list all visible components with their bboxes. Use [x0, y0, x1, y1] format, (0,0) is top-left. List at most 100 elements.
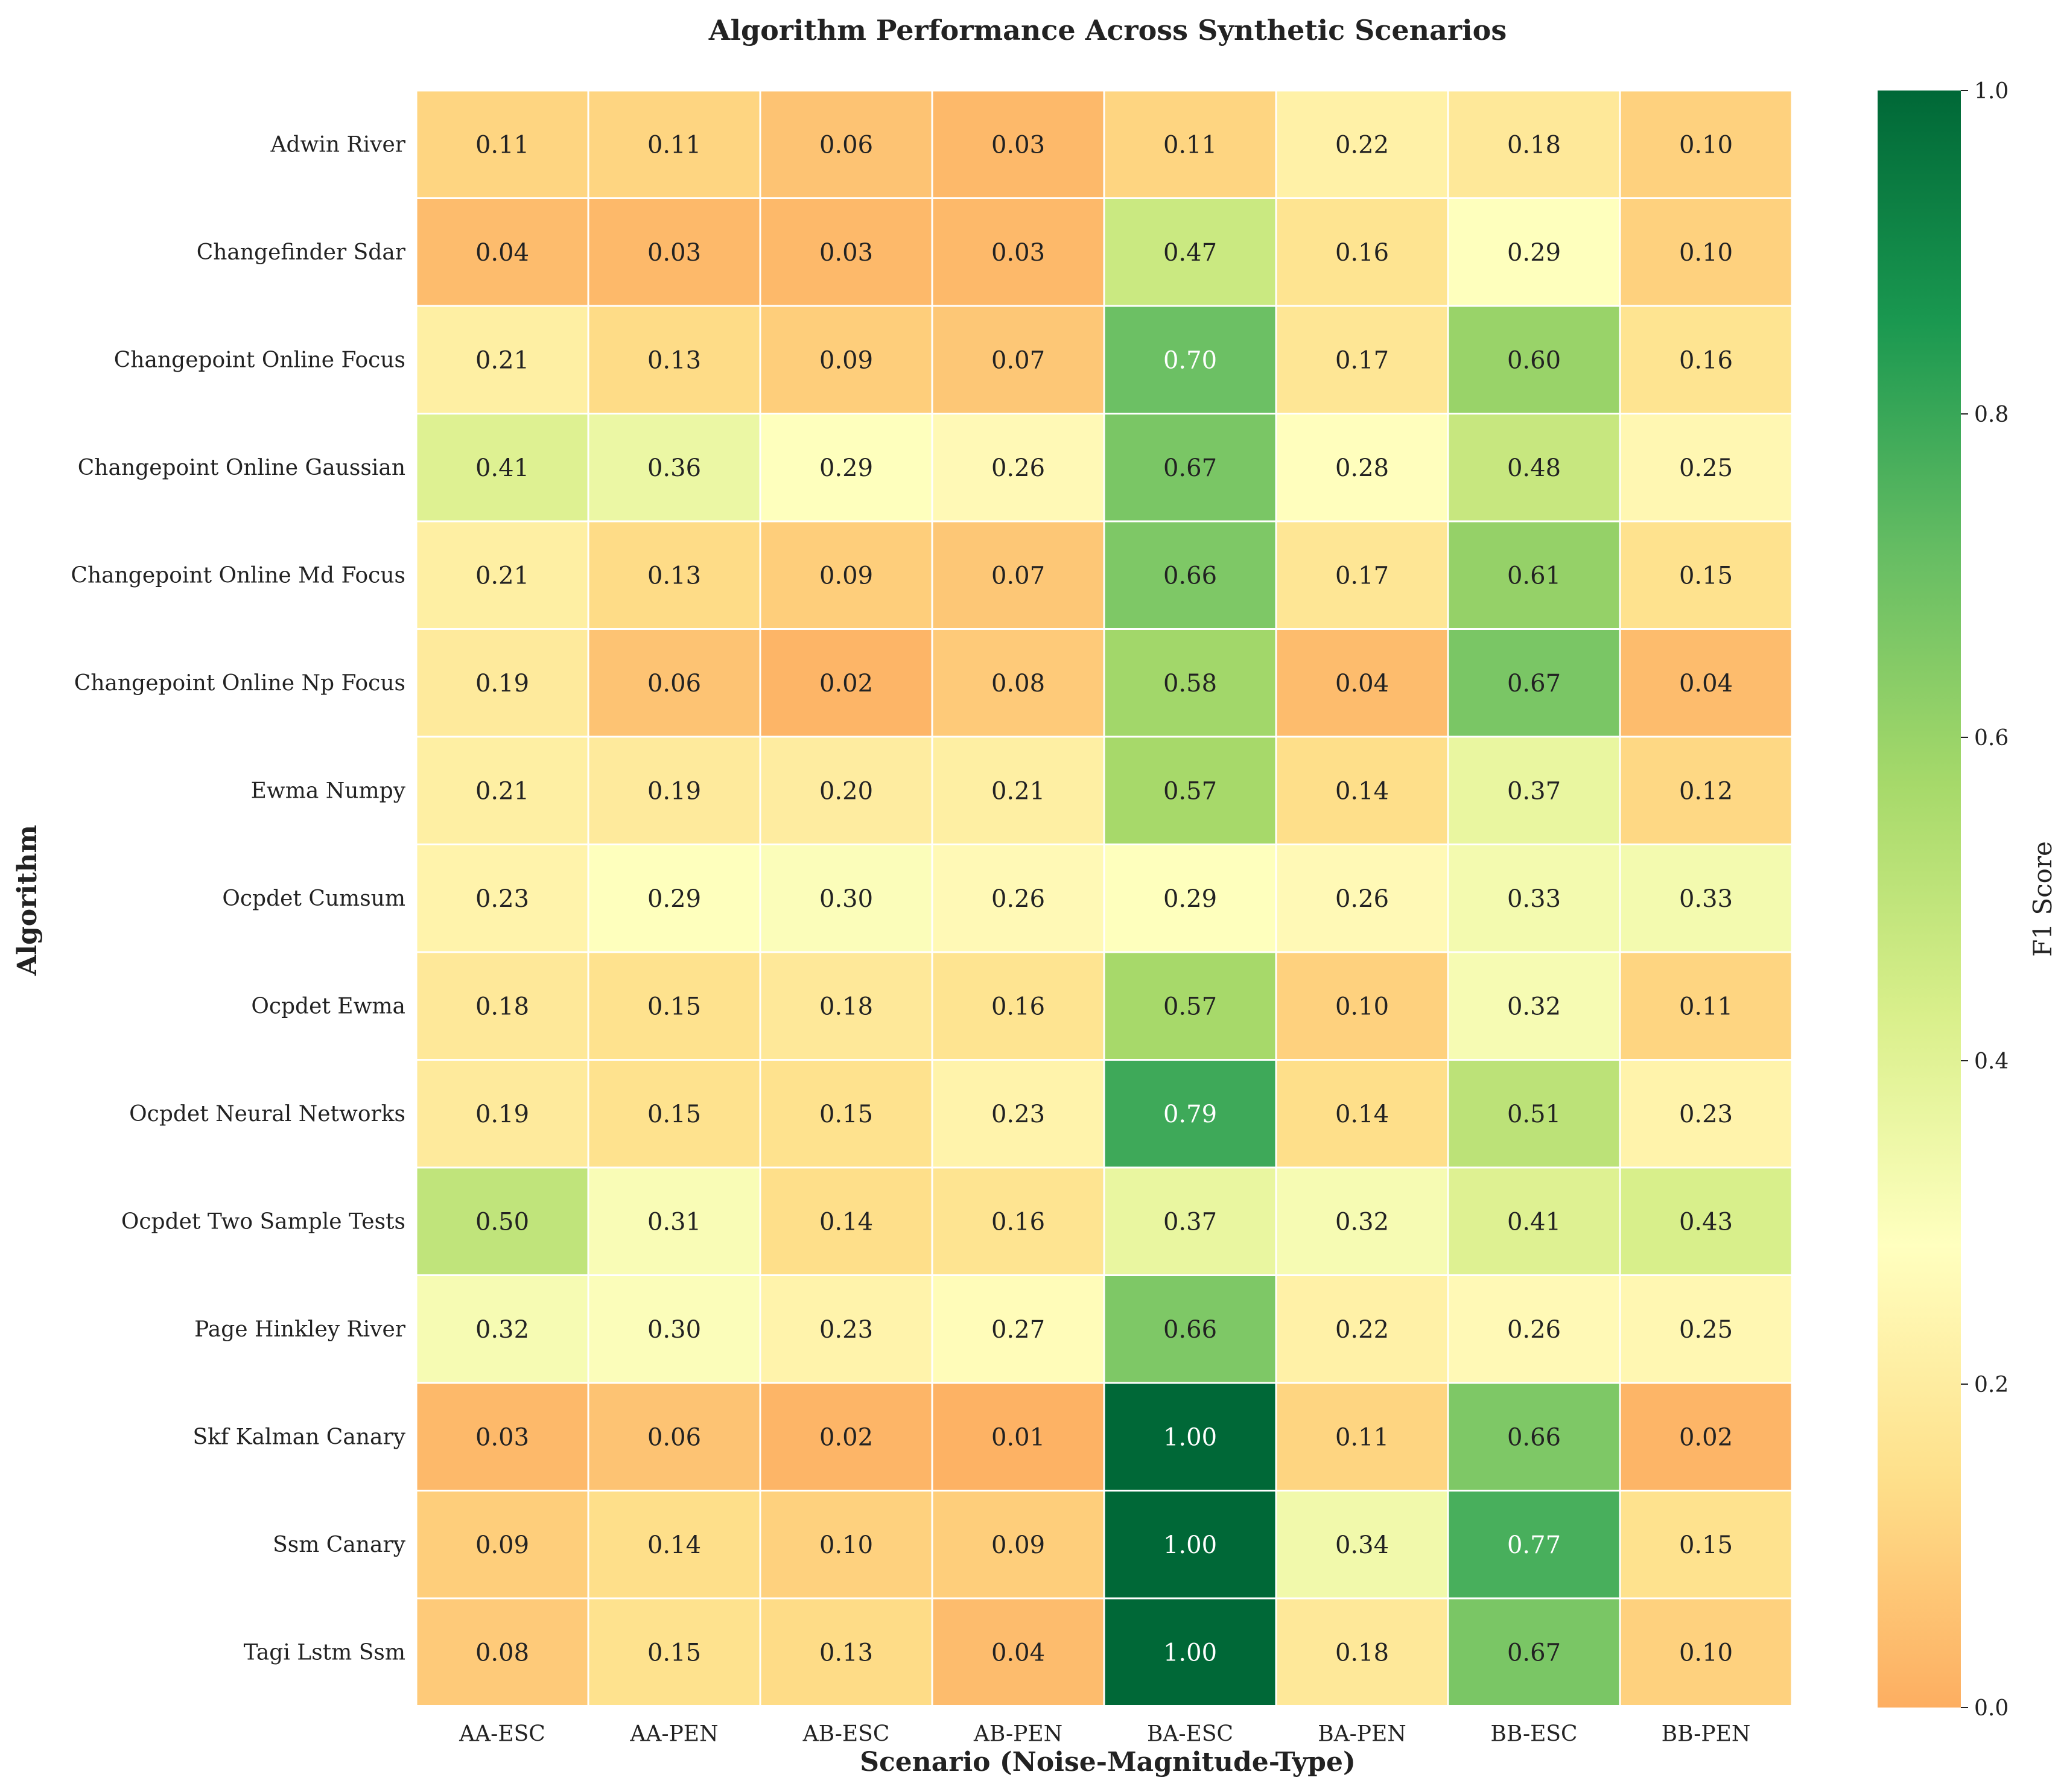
cell-value-label: 0.04	[475, 239, 529, 267]
heatmap-cell	[587, 628, 761, 738]
heatmap-cell	[587, 197, 761, 307]
heatmap-cell	[1275, 197, 1449, 307]
cell-value-label: 0.12	[1679, 777, 1733, 805]
cell-value-label: 0.32	[475, 1316, 529, 1344]
heatmap-cell	[1103, 305, 1277, 415]
cell-value-label: 0.29	[819, 454, 873, 482]
heatmap-cell	[1447, 1059, 1621, 1169]
heatmap-cell	[759, 413, 933, 523]
cell-value-label: 0.19	[475, 670, 529, 697]
heatmap-cell	[931, 305, 1105, 415]
heatmap-cell	[1103, 520, 1277, 630]
cell-value-label: 0.13	[647, 346, 701, 374]
cell-value-label: 0.01	[991, 1423, 1045, 1451]
cell-value-label: 0.11	[1163, 131, 1217, 159]
cell-value-label: 0.09	[991, 1531, 1045, 1559]
cell-value-label: 0.21	[475, 777, 529, 805]
cell-value-label: 0.20	[819, 777, 873, 805]
heatmap-cell	[415, 1382, 589, 1492]
column-labels: AA-ESC AA-PEN AB-ESC AB-PEN BA-ESC BA-PEN BB-E…	[459, 1722, 1750, 1747]
heatmap-cell	[1103, 951, 1277, 1061]
heatmap-cell	[1275, 305, 1449, 415]
heatmap-cell	[415, 1597, 589, 1707]
heatmap-cell	[931, 1166, 1105, 1276]
cell-value-label: 0.14	[819, 1208, 873, 1236]
cell-value-label: 0.11	[475, 131, 529, 159]
heatmap-cell	[931, 1059, 1105, 1169]
heatmap-cell	[759, 1382, 933, 1492]
heatmap-cell	[1103, 844, 1277, 953]
colorbar-tick-label: 0.6	[1974, 726, 2009, 751]
row-label: Tagi Lstm Ssm	[244, 1640, 405, 1665]
heatmap-cell	[931, 520, 1105, 630]
cell-value-label: 0.23	[1679, 1101, 1733, 1128]
cell-value-label: 0.03	[991, 239, 1045, 267]
heatmap-cell	[1447, 736, 1621, 845]
colorbar-tick-label: 0.0	[1974, 1696, 2009, 1721]
heatmap-cell	[931, 951, 1105, 1061]
heatmap-cell	[587, 951, 761, 1061]
heatmap-cell	[1619, 305, 1793, 415]
cell-value-label: 0.61	[1507, 562, 1561, 589]
cell-value-label: 0.07	[991, 562, 1045, 589]
row-label: Page Hinkley River	[194, 1317, 406, 1342]
heatmap-cell	[1447, 520, 1621, 630]
heatmap-cell	[931, 1274, 1105, 1384]
colorbar-ticks: 0.0 0.2 0.4 0.6 0.8 1.0	[1961, 79, 2009, 1721]
heatmap-cell	[587, 305, 761, 415]
heatmap-cell	[587, 1166, 761, 1276]
heatmap-cell	[1619, 1274, 1793, 1384]
colorbar	[1878, 91, 1961, 1708]
cell-value-label: 0.15	[819, 1101, 873, 1128]
cell-value-label: 0.10	[819, 1531, 873, 1559]
heatmap-cell	[1103, 197, 1277, 307]
y-axis-label: Algorithm	[12, 825, 43, 976]
row-labels: Adwin River Changefinder Sdar Changepoint …	[71, 132, 405, 1665]
heatmap-cell	[415, 1059, 589, 1169]
cell-value-label: 0.02	[819, 670, 873, 697]
heatmap-cell	[1619, 1166, 1793, 1276]
cell-value-label: 0.11	[647, 131, 701, 159]
cell-value-label: 0.29	[647, 885, 701, 913]
cell-value-label: 0.57	[1163, 993, 1217, 1020]
cell-value-label: 0.33	[1507, 885, 1561, 913]
row-label: Skf Kalman Canary	[192, 1425, 405, 1449]
row-label: Changepoint Online Np Focus	[74, 671, 405, 696]
heatmap-cell	[1275, 1274, 1449, 1384]
heatmap-cell	[1619, 951, 1793, 1061]
cell-value-label: 0.37	[1507, 777, 1561, 805]
cell-value-label: 0.15	[647, 1101, 701, 1128]
heatmap-cell	[1619, 736, 1793, 845]
cell-value-label: 0.32	[1335, 1208, 1389, 1236]
row-label: Changefinder Sdar	[197, 240, 406, 265]
cell-value-label: 0.14	[647, 1531, 701, 1559]
row-label: Ssm Canary	[273, 1533, 406, 1557]
cell-value-label: 0.06	[819, 131, 873, 159]
row-label: Ocpdet Two Sample Tests	[121, 1209, 405, 1234]
heatmap-cell	[1275, 1059, 1449, 1169]
heatmap-cell	[931, 413, 1105, 523]
heatmap-cell	[1103, 736, 1277, 845]
heatmap-cell	[1619, 1382, 1793, 1492]
heatmap-cell	[931, 89, 1105, 199]
heatmap-cell	[1619, 1597, 1793, 1707]
cell-value-label: 0.09	[475, 1531, 529, 1559]
heatmap-cell	[1103, 628, 1277, 738]
cell-value-label: 0.33	[1679, 885, 1733, 913]
cell-value-label: 0.10	[1335, 993, 1389, 1020]
cell-value-label: 0.23	[819, 1316, 873, 1344]
cell-value-label: 0.08	[475, 1639, 529, 1666]
cell-value-label: 0.11	[1679, 993, 1733, 1020]
cell-value-label: 0.07	[991, 346, 1045, 374]
cell-value-label: 0.21	[475, 562, 529, 589]
heatmap-cell	[759, 1597, 933, 1707]
heatmap-cell	[415, 89, 589, 199]
heatmap-cell	[587, 89, 761, 199]
cell-value-label: 0.04	[991, 1639, 1045, 1666]
cell-value-label: 0.18	[819, 993, 873, 1020]
cell-value-label: 0.04	[1335, 670, 1389, 697]
colorbar-label: F1 Score	[2028, 841, 2057, 957]
column-label: BA-ESC	[1147, 1722, 1233, 1747]
heatmap-cell	[1275, 1597, 1449, 1707]
heatmap-cell	[1447, 628, 1621, 738]
